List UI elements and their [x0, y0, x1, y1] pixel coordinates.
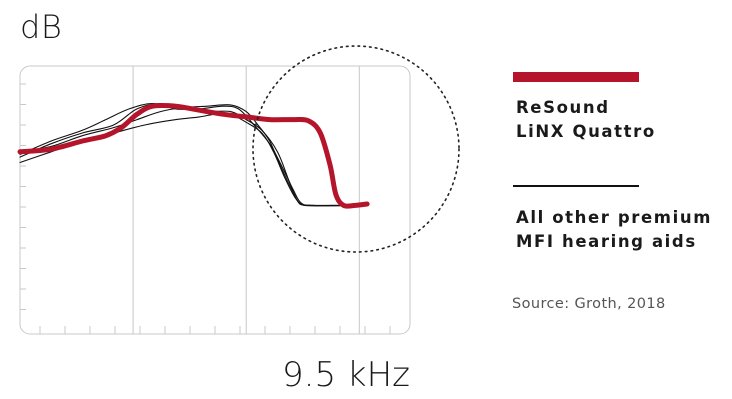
legend-swatch-resound [513, 72, 639, 82]
source-citation: Source: Groth, 2018 [512, 296, 666, 312]
legend-label-others: All other premium MFI hearing aids [516, 206, 712, 254]
series-line-resound [17, 102, 370, 209]
highlight-circle [252, 45, 460, 253]
series-line-other-3 [19, 104, 360, 207]
series-resound-linx-quattro [17, 102, 370, 209]
y-axis-unit-label: dB [20, 8, 63, 46]
legend-label-others-line-2: MFI hearing aids [516, 232, 697, 251]
legend-label-resound: ReSound LiNX Quattro [516, 96, 656, 144]
legend-label-resound-line-2: LiNX Quattro [516, 122, 656, 141]
legend-label-resound-line-1: ReSound [516, 98, 610, 117]
x-frequency-annotation: 9.5 kHz [282, 355, 410, 395]
plot-frame [19, 65, 411, 335]
y-ticks [20, 83, 26, 310]
legend-label-others-line-1: All other premium [516, 208, 712, 227]
legend-swatch-others [513, 185, 639, 187]
x-ticks [39, 326, 391, 334]
series-line-other-2 [19, 102, 360, 207]
